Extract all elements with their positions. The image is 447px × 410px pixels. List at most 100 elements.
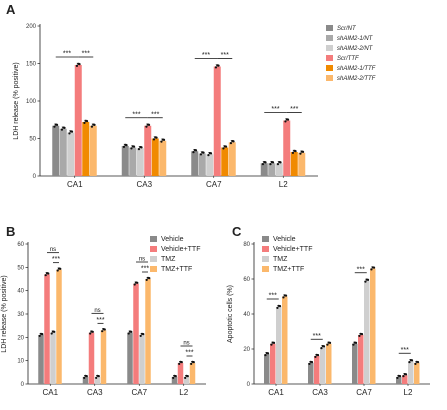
bar-b <box>88 332 95 384</box>
significance-label: *** <box>313 333 321 340</box>
bar-c <box>358 335 364 384</box>
significance-label: *** <box>151 111 159 118</box>
data-point <box>272 341 276 345</box>
data-point <box>174 375 177 378</box>
data-point <box>278 305 282 308</box>
significance-label: ns <box>139 257 145 263</box>
data-point <box>416 361 420 364</box>
data-point <box>47 272 50 275</box>
legend-swatch <box>326 45 333 51</box>
data-point <box>294 150 297 153</box>
data-point <box>91 330 94 333</box>
bar-c <box>326 343 332 384</box>
data-point <box>190 362 193 365</box>
significance-label: *** <box>63 51 71 58</box>
panel-b-letter: B <box>6 224 15 239</box>
data-point <box>276 163 280 166</box>
legend-label: Vehicle+TTF <box>161 246 201 253</box>
data-point <box>44 274 47 277</box>
bar-c <box>264 354 270 384</box>
category-label: L2 <box>279 180 288 189</box>
data-point <box>68 132 71 135</box>
bar-a <box>213 66 221 176</box>
significance-label: ns <box>50 247 56 253</box>
bar-a <box>206 154 214 176</box>
significance-label: *** <box>290 106 298 113</box>
significance-label: *** <box>52 256 60 263</box>
bar-a <box>290 152 298 176</box>
data-point <box>83 376 86 379</box>
data-point <box>414 362 417 365</box>
bar-a <box>121 146 129 176</box>
bar-a <box>151 138 159 176</box>
data-point <box>127 332 130 335</box>
data-point <box>284 120 287 123</box>
data-point <box>133 283 136 286</box>
bar-a <box>59 128 67 176</box>
bar-b <box>177 363 184 384</box>
legend-swatch <box>326 35 333 41</box>
legend-label: Vehicle+TTF <box>273 246 313 253</box>
bar-c <box>320 347 326 384</box>
data-point <box>276 306 279 309</box>
bar-a <box>129 147 137 176</box>
data-point <box>354 341 358 345</box>
data-point <box>410 359 414 362</box>
category-label: CA3 <box>87 388 103 397</box>
legend-label: Scr/NT <box>337 26 357 32</box>
legend-swatch <box>326 65 333 71</box>
significance-label: *** <box>401 347 409 354</box>
data-point <box>85 375 88 378</box>
data-point <box>162 138 166 141</box>
y-axis-label: LDH release (% positive) <box>1 275 8 352</box>
data-point <box>224 145 228 148</box>
bar-c <box>396 377 402 384</box>
data-point <box>398 375 402 378</box>
y-tick-label: 100 <box>26 99 37 105</box>
significance-label: *** <box>96 317 104 324</box>
y-tick-label: 60 <box>17 242 24 248</box>
data-point <box>90 125 94 128</box>
data-point <box>364 280 367 283</box>
data-point <box>89 332 92 335</box>
data-point <box>139 334 142 337</box>
bar-c <box>270 343 276 384</box>
data-point <box>83 121 86 124</box>
y-tick-label: 30 <box>17 312 24 318</box>
data-point <box>130 330 133 333</box>
legend-label: TMZ <box>273 256 288 263</box>
legend-label: Vehicle <box>161 236 184 243</box>
data-point <box>266 352 270 355</box>
y-axis-label: Apoptotic cells (%) <box>227 285 234 343</box>
legend-swatch <box>326 25 333 31</box>
data-point <box>264 161 267 164</box>
bar-c <box>308 363 314 384</box>
bar-b <box>189 363 196 384</box>
data-point <box>41 333 44 336</box>
data-point <box>101 330 104 333</box>
data-point <box>282 296 285 299</box>
legend-label: shAIM2-2/NT <box>337 46 374 52</box>
bar-c <box>282 296 288 384</box>
data-point <box>59 267 62 270</box>
data-point <box>50 332 53 335</box>
legend-swatch <box>262 266 269 272</box>
category-label: CA7 <box>206 180 222 189</box>
legend-swatch <box>150 236 157 242</box>
data-point <box>202 151 205 154</box>
bar-b <box>183 377 190 384</box>
data-point <box>60 128 64 131</box>
data-point <box>192 151 195 154</box>
data-point <box>140 146 143 149</box>
legend-label: Vehicle <box>273 236 296 243</box>
bar-a <box>275 163 283 176</box>
bar-b <box>56 269 62 384</box>
data-point <box>136 281 139 284</box>
data-point <box>402 374 405 378</box>
bar-a <box>260 163 268 176</box>
significance-label: ns <box>94 308 100 314</box>
legend-label: Scr/TTF <box>337 56 359 62</box>
bar-a <box>136 148 144 176</box>
legend-swatch <box>326 55 333 61</box>
